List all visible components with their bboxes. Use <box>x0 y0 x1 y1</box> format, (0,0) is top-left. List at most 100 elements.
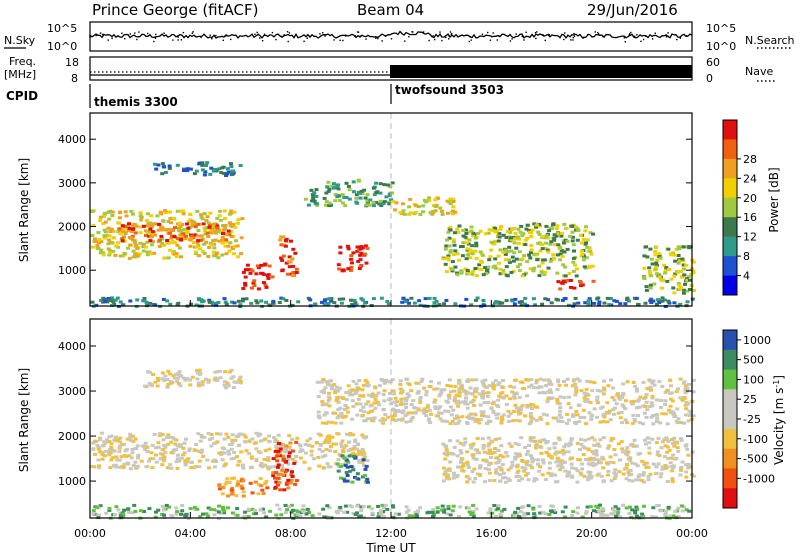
heatmap-cell <box>169 466 174 470</box>
heatmap-cell <box>455 252 460 256</box>
heatmap-cell <box>612 471 617 475</box>
heatmap-cell <box>225 381 230 385</box>
heatmap-cell <box>418 398 423 402</box>
heatmap-cell <box>225 167 230 171</box>
heatmap-cell <box>580 467 585 471</box>
noise-left-tick-top: 10^5 <box>47 22 77 35</box>
heatmap-cell <box>331 186 336 190</box>
heatmap-cell <box>647 451 652 455</box>
heatmap-cell <box>578 233 583 237</box>
heatmap-cell <box>284 468 289 472</box>
heatmap-cell <box>627 478 632 482</box>
heatmap-cell <box>175 380 180 384</box>
heatmap-cell <box>160 241 165 245</box>
heatmap-cell <box>117 458 122 462</box>
heatmap-cell <box>516 469 521 473</box>
heatmap-cell <box>461 234 466 238</box>
heatmap-cell <box>197 368 202 372</box>
heatmap-cell <box>291 247 296 251</box>
colorbar-swatch <box>723 275 737 296</box>
heatmap-cell <box>339 301 344 305</box>
noise-search-dot <box>357 31 360 33</box>
heatmap-cell <box>648 385 653 389</box>
heatmap-cell <box>276 476 281 480</box>
heatmap-cell <box>613 505 618 509</box>
heatmap-cell <box>363 379 368 382</box>
heatmap-cell <box>160 452 165 456</box>
heatmap-cell <box>114 435 118 439</box>
heatmap-cell <box>419 380 424 383</box>
heatmap-cell <box>447 236 452 240</box>
heatmap-cell <box>607 303 612 307</box>
noise-search-dot <box>468 40 470 43</box>
heatmap-cell <box>537 274 542 278</box>
heatmap-cell <box>543 512 548 516</box>
heatmap-cell <box>464 297 469 301</box>
heatmap-cell <box>439 388 444 392</box>
heatmap-cell <box>277 442 281 445</box>
heatmap-cell <box>540 235 545 239</box>
heatmap-cell <box>663 455 668 459</box>
heatmap-cell <box>338 406 343 410</box>
heatmap-cell <box>626 471 631 475</box>
heatmap-cell <box>514 406 519 410</box>
heatmap-cell <box>156 379 161 383</box>
heatmap-cell <box>277 481 282 485</box>
heatmap-cell <box>93 452 97 456</box>
heatmap-cell <box>590 458 595 462</box>
colorbar-swatch <box>723 120 737 140</box>
heatmap-cell <box>380 417 385 421</box>
heatmap-cell <box>687 509 692 513</box>
heatmap-cell <box>571 225 576 228</box>
heatmap-cell <box>204 240 209 244</box>
heatmap-cell <box>308 437 313 441</box>
heatmap-cell <box>103 299 108 303</box>
colorbar-swatch <box>723 330 737 351</box>
heatmap-cell <box>230 492 235 496</box>
heatmap-cell <box>156 163 161 167</box>
heatmap-cell <box>357 459 361 463</box>
heatmap-cell <box>546 471 551 475</box>
heatmap-cell <box>288 481 293 485</box>
heatmap-cell <box>487 463 491 467</box>
heatmap-cell <box>567 395 572 399</box>
heatmap-cell <box>283 238 288 242</box>
heatmap-cell <box>656 504 661 507</box>
heatmap-cell <box>323 203 328 207</box>
heatmap-cell <box>466 466 471 469</box>
heatmap-cell <box>229 165 234 168</box>
heatmap-cell <box>165 299 170 303</box>
heatmap-cell <box>212 465 217 469</box>
heatmap-cell <box>459 460 463 464</box>
heatmap-cell <box>104 438 109 442</box>
heatmap-cell <box>575 238 580 242</box>
heatmap-cell <box>635 387 639 391</box>
heatmap-cell <box>683 413 688 417</box>
heatmap-cell <box>206 221 211 225</box>
heatmap-cell <box>421 204 426 208</box>
heatmap-cell <box>496 383 501 387</box>
heatmap-cell <box>460 415 465 419</box>
heatmap-cell <box>117 446 122 450</box>
colorbar-tick-label: 12 <box>743 231 757 244</box>
heatmap-cell <box>215 378 220 382</box>
heatmap-cell <box>472 404 476 407</box>
heatmap-cell <box>549 504 554 508</box>
heatmap-cell <box>588 380 593 384</box>
y-tick-label: 3000 <box>58 385 86 398</box>
heatmap-cell <box>469 400 473 404</box>
heatmap-cell <box>298 515 303 518</box>
heatmap-cell <box>552 243 557 247</box>
heatmap-cell <box>686 464 691 468</box>
heatmap-cell <box>525 223 530 227</box>
heatmap-cell <box>546 236 551 240</box>
freq-label-bottom: [MHz] <box>4 68 36 81</box>
heatmap-cell <box>644 415 649 419</box>
heatmap-cell <box>660 467 665 471</box>
heatmap-cell <box>570 235 575 239</box>
heatmap-cell <box>425 403 430 407</box>
heatmap-cell <box>648 286 653 290</box>
heatmap-cell <box>560 449 565 452</box>
heatmap-cell <box>456 421 461 425</box>
